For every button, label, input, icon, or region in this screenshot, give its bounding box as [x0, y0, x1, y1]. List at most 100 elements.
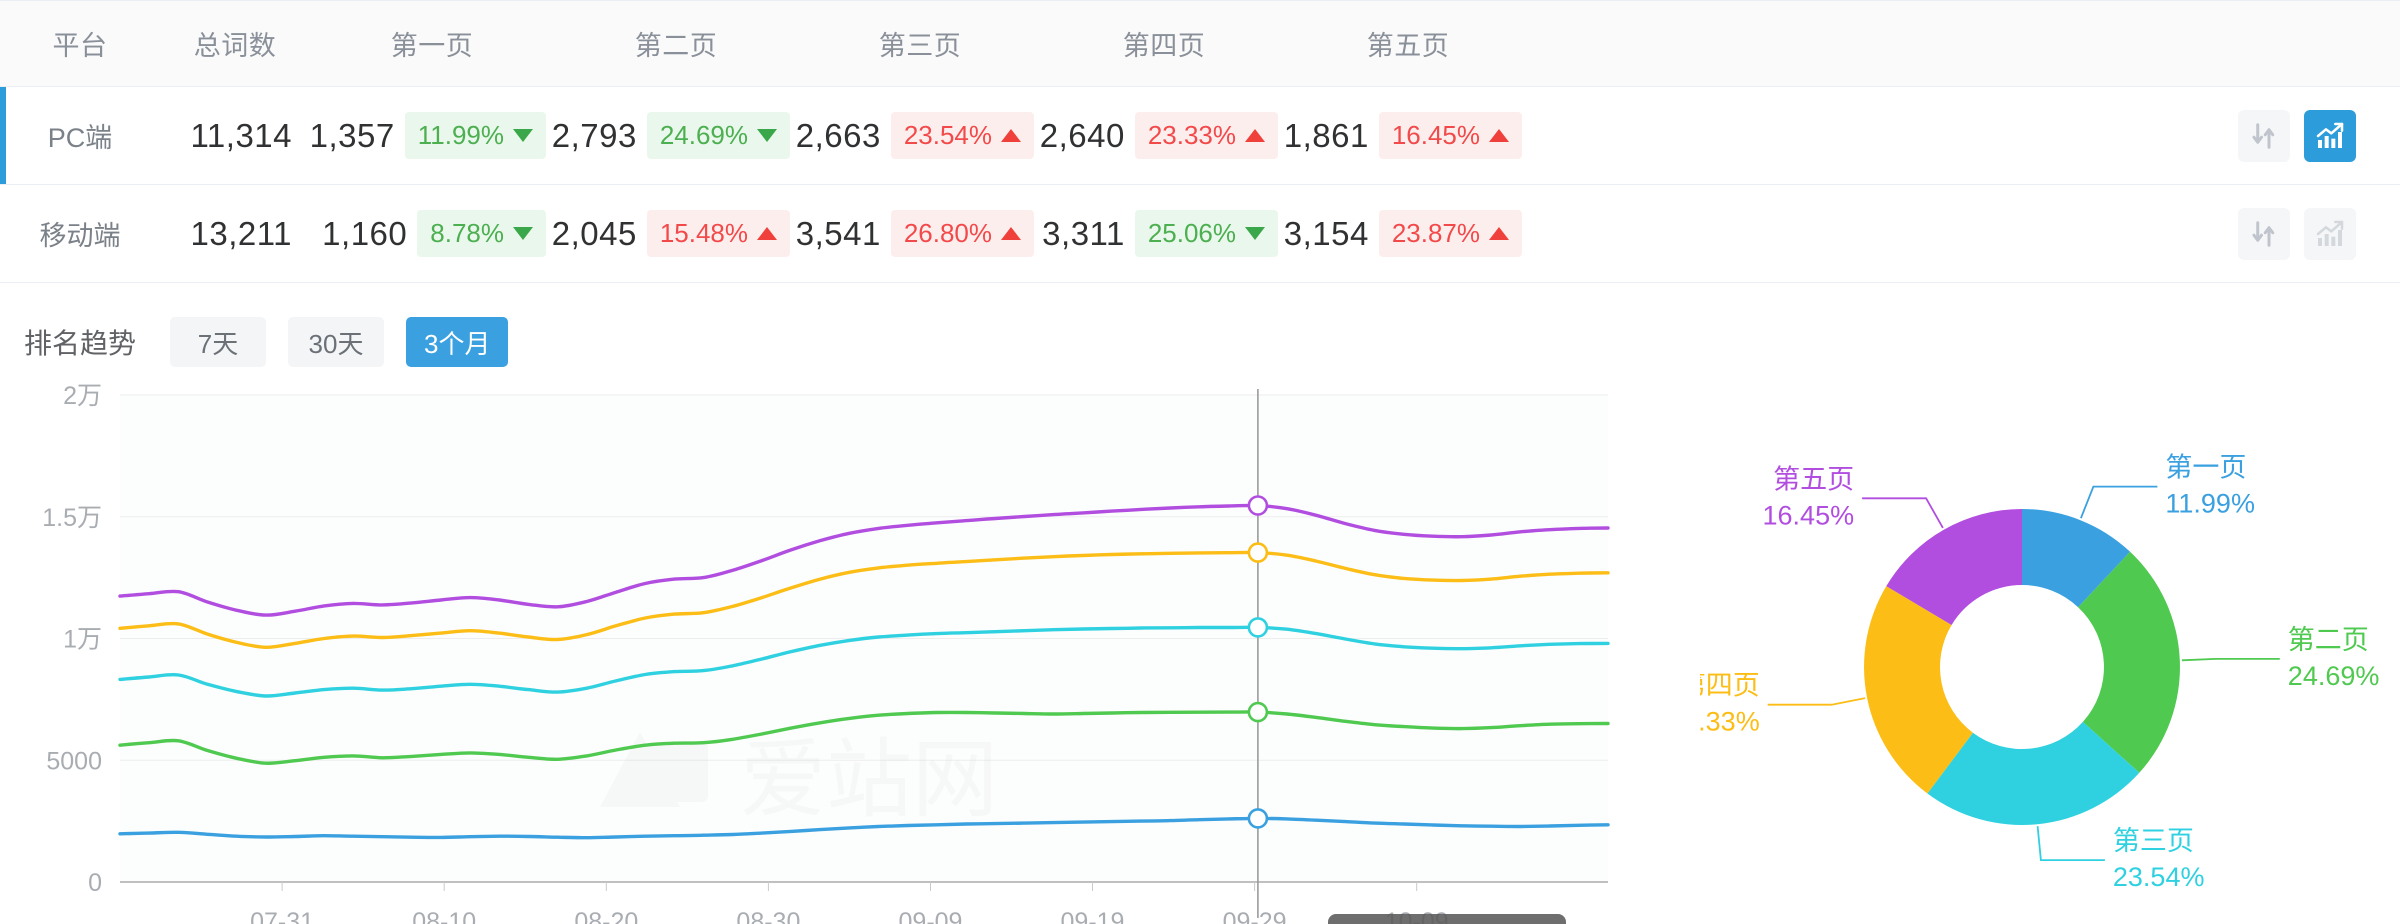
svg-text:爱站网: 爱站网 [740, 732, 998, 828]
svg-text:08-20: 08-20 [574, 908, 638, 924]
donut-slice[interactable] [1886, 509, 2022, 625]
page-count: 2,663 [795, 116, 881, 154]
range-tab-7d[interactable]: 7天 [170, 317, 267, 367]
donut-leader-line [2080, 485, 2158, 519]
donut-chart-svg[interactable]: 第一页 11.99% 第二页 24.69% 第三页 23.54% 第四页 23.33% 第五页 1… [1668, 367, 2400, 924]
highlight-point [1247, 495, 1269, 516]
svg-text:2万: 2万 [63, 382, 102, 410]
cell-page-4: 3,311 25.06% [1042, 210, 1286, 257]
rank-trend-line-chart[interactable]: 0 5000 1万 1.5万 2万 爱站网 07-31 08-10 08-20 08-30 09… [0, 377, 1700, 924]
page-count: 3,541 [795, 214, 881, 252]
trend-section-title: 排名趋势 [24, 328, 137, 359]
arrow-up-icon [1001, 227, 1021, 240]
cell-page-3: 3,541 26.80% [795, 210, 1042, 257]
donut-label-value: 24.69% [2288, 661, 2380, 691]
table-row[interactable]: PC端 11,314 1,357 11.99% 2,793 24.69% 2,66… [0, 87, 2400, 185]
donut-label-name: 第三页 [2113, 826, 2194, 856]
donut-label-value: 23.54% [2113, 862, 2205, 892]
sort-button[interactable] [2238, 109, 2290, 162]
cell-total-keywords: 13,211 [190, 214, 292, 252]
cell-page-1: 1,357 11.99% [310, 112, 554, 159]
donut-leader-line [2036, 826, 2105, 861]
svg-text:0: 0 [88, 869, 102, 897]
column-header-total: 总词数 [193, 31, 277, 61]
chart-tooltip: 09-26 前10名: 2,611 前20名: 6,978 前30名: 10,4… [1328, 914, 1566, 924]
line-chart-svg[interactable]: 0 5000 1万 1.5万 2万 爱站网 07-31 08-10 08-20 08-30 09… [0, 377, 1700, 924]
svg-text:09-29: 09-29 [1223, 908, 1287, 924]
highlight-point [1247, 808, 1269, 829]
page-percent-badge: 8.78% [417, 210, 546, 257]
page-percent-badge: 26.80% [890, 210, 1034, 257]
donut-label-value: 23.33% [1700, 707, 1760, 737]
series-line [118, 625, 1610, 698]
donut-leader-line [1862, 497, 1944, 529]
svg-text:5000: 5000 [46, 747, 102, 775]
cell-actions [1530, 207, 2400, 260]
sort-updown-icon [2252, 122, 2275, 149]
svg-text:09-19: 09-19 [1061, 908, 1125, 924]
cell-total-keywords: 11,314 [190, 116, 292, 154]
page-count: 3,311 [1042, 214, 1125, 252]
table-row[interactable]: 移动端 13,211 1,160 8.78% 2,045 15.48% 3,541… [0, 185, 2400, 283]
sort-button[interactable] [2238, 207, 2290, 260]
trend-chart-icon [2316, 220, 2344, 246]
page-count: 1,861 [1283, 116, 1369, 154]
donut-label-value: 16.45% [1763, 500, 1855, 530]
page-percent-badge: 25.06% [1134, 210, 1278, 257]
page-count: 2,640 [1039, 116, 1125, 154]
page-count: 1,357 [309, 116, 395, 154]
svg-text:09-09: 09-09 [899, 908, 963, 924]
svg-text:1.5万: 1.5万 [42, 504, 102, 532]
arrow-down-icon [513, 227, 533, 240]
series-line [118, 816, 1610, 840]
watermark: 爱站网 [600, 732, 998, 828]
trend-toggle-button[interactable] [2304, 207, 2356, 260]
highlight-point [1247, 617, 1269, 638]
page-count: 2,045 [551, 214, 637, 252]
trend-toolbar: 排名趋势 7天 30天 3个月 [0, 283, 2400, 367]
page-percent-badge: 23.54% [890, 112, 1034, 159]
series-line [118, 710, 1610, 765]
donut-label-name: 第五页 [1773, 464, 1854, 494]
cell-page-5: 1,861 16.45% [1283, 112, 1530, 159]
column-header-page-2: 第二页 [634, 31, 718, 61]
page-percent-badge: 15.48% [646, 210, 790, 257]
cell-page-2: 2,045 15.48% [551, 210, 798, 257]
sort-updown-icon [2252, 220, 2275, 247]
page-percent-badge: 23.33% [1134, 112, 1278, 159]
range-tab-30d[interactable]: 30天 [288, 317, 385, 367]
svg-text:07-31: 07-31 [250, 908, 314, 924]
cell-page-5: 3,154 23.87% [1284, 210, 1530, 257]
donut-slice[interactable] [2022, 509, 2131, 608]
arrow-up-icon [1489, 129, 1509, 142]
arrow-down-icon [1245, 227, 1265, 240]
column-header-page-1: 第一页 [390, 31, 474, 61]
series-line [118, 503, 1610, 617]
trend-toggle-button[interactable] [2304, 109, 2356, 162]
cell-platform: 移动端 [39, 221, 121, 251]
charts-area: 0 5000 1万 1.5万 2万 爱站网 07-31 08-10 08-20 08-30 09… [0, 367, 2400, 924]
trend-chart-icon [2316, 122, 2344, 148]
donut-leader-line [1767, 697, 1866, 706]
arrow-down-icon [757, 129, 777, 142]
table-header-row: 平台 总词数 第一页 第二页 第三页 第四页 第五页 [0, 0, 2400, 87]
arrow-up-icon [757, 227, 777, 240]
range-tab-3m[interactable]: 3个月 [406, 317, 509, 367]
arrow-up-icon [1489, 227, 1509, 240]
donut-label-name: 第二页 [2288, 625, 2369, 655]
svg-text:08-10: 08-10 [412, 908, 476, 924]
cell-platform: PC端 [47, 123, 113, 153]
arrow-down-icon [513, 129, 533, 142]
donut-label-name: 第四页 [1700, 671, 1760, 701]
column-header-page-5: 第五页 [1366, 31, 1450, 61]
cell-page-1: 1,160 8.78% [310, 210, 554, 257]
page-percent-badge: 23.87% [1378, 210, 1522, 257]
svg-text:1万: 1万 [63, 626, 102, 654]
page-distribution-donut-chart[interactable]: 第一页 11.99% 第二页 24.69% 第三页 23.54% 第四页 23.33% 第五页 1… [1668, 367, 2400, 924]
platform-rank-table: 平台 总词数 第一页 第二页 第三页 第四页 第五页 PC端 11,314 1,3… [0, 0, 2400, 283]
donut-slice[interactable] [1927, 721, 2140, 825]
donut-slice[interactable] [2078, 551, 2180, 773]
table-body: PC端 11,314 1,357 11.99% 2,793 24.69% 2,66… [0, 87, 2400, 283]
donut-slice[interactable] [1864, 586, 1973, 794]
